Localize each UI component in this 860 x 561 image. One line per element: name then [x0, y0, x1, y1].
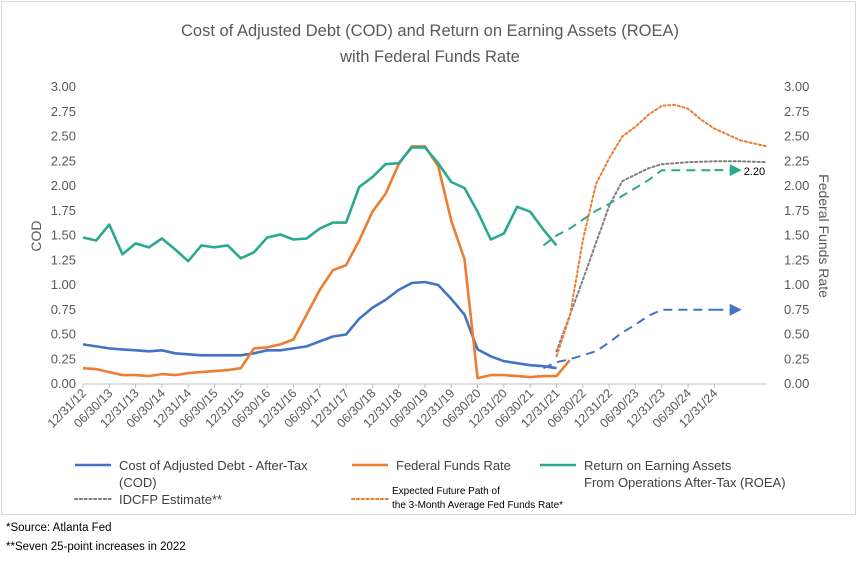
y-tick-right-label: 0.00: [784, 376, 809, 391]
y-tick-left-label: 2.00: [51, 178, 76, 193]
series-line-cost-of-adjusted-debt-after-tax-cod: [82, 280, 557, 370]
y-tick-left-label: 2.25: [51, 153, 76, 168]
legend-label-line2: the 3-Month Average Fed Funds Rate*: [392, 500, 563, 511]
plot-area: 0.00 0.00 0.25 0.25 0.50 0.50 0.75 0.75 1.00 1.00…: [45, 79, 810, 431]
y-tick-left-label: 2.75: [51, 104, 76, 119]
legend-label-line2: From Operations After-Tax (ROEA): [584, 475, 786, 490]
legend: Cost of Adjusted Debt - After-Tax (COD) Fe…: [74, 458, 786, 511]
y-tick-left-label: 0.50: [51, 327, 76, 342]
chart-frame: [1, 1, 856, 515]
y-tick-right-label: 1.25: [784, 252, 809, 267]
y-tick-left-label: 2.50: [51, 129, 76, 144]
footnote-source: *Source: Atlanta Fed: [6, 522, 112, 534]
series-line-expected-future-path-of-the-3-month-average-fed-funds-rate: [555, 103, 768, 358]
legend-label: IDCFP Estimate**: [119, 492, 222, 507]
y-tick-right-label: 3.00: [784, 79, 809, 94]
y-tick-right-label: 2.75: [784, 104, 809, 119]
series-line-roea-projection: [542, 169, 715, 247]
chart: Cost of Adjusted Debt (COD) and Return o…: [28, 22, 832, 511]
y-tick-left-label: 3.00: [51, 79, 76, 94]
y-tick-right-label: 2.25: [784, 153, 809, 168]
y-tick-left-label: 1.00: [51, 277, 76, 292]
y-tick-right-label: 1.50: [784, 228, 809, 243]
footnote-increases: **Seven 25-point increases in 2022: [6, 541, 186, 553]
y-axis-left-label: COD: [28, 220, 44, 251]
y-tick-left-label: 0.00: [51, 376, 76, 391]
y-tick-left-label: 0.75: [51, 302, 76, 317]
legend-label: Expected Future Path of: [392, 486, 500, 497]
series-line-cod-projection: [542, 308, 715, 370]
y-tick-right-label: 1.75: [784, 203, 809, 218]
series-line-idcfp-estimate: [555, 160, 768, 353]
legend-label: Federal Funds Rate: [396, 458, 511, 473]
y-tick-right-label: 2.50: [784, 129, 809, 144]
chart-title-line1: Cost of Adjusted Debt (COD) and Return o…: [181, 22, 679, 40]
y-tick-left-label: 0.25: [51, 351, 76, 366]
legend-label-line2: (COD): [119, 475, 157, 490]
y-tick-right-label: 1.00: [784, 277, 809, 292]
y-axis-right-label: Federal Funds Rate: [816, 174, 832, 298]
series-end-label: 2.20: [744, 166, 765, 178]
chart-title-line2: with Federal Funds Rate: [339, 48, 520, 66]
legend-label: Cost of Adjusted Debt - After-Tax: [119, 458, 308, 473]
series-arrow-head: [729, 164, 742, 177]
y-tick-right-label: 2.00: [784, 178, 809, 193]
legend-label: Return on Earning Assets: [584, 458, 732, 473]
y-tick-left-label: 1.25: [51, 252, 76, 267]
y-tick-right-label: 0.25: [784, 351, 809, 366]
series-line-federal-funds-rate: [82, 145, 571, 380]
y-tick-left-label: 1.75: [51, 203, 76, 218]
series-line-return-on-earning-assets-from-operations-after-tax-roea: [82, 146, 558, 263]
y-tick-left-label: 1.50: [51, 228, 76, 243]
y-tick-right-label: 0.75: [784, 302, 809, 317]
series-arrow-head: [729, 303, 742, 316]
y-tick-right-label: 0.50: [784, 327, 809, 342]
